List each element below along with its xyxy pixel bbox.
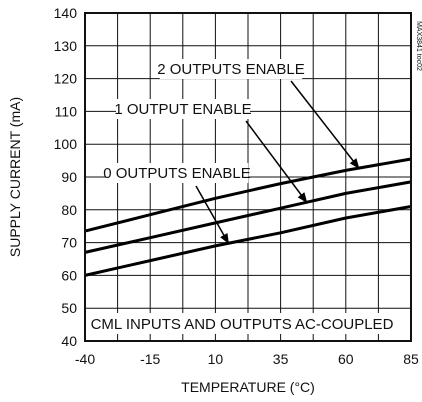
callout-leader — [290, 80, 360, 169]
callout-background — [105, 163, 249, 183]
series-label: 2 OUTPUTS ENABLE — [157, 61, 305, 78]
y-tick-label: 70 — [61, 235, 77, 251]
y-tick-label: 130 — [54, 38, 78, 54]
x-tick-label: 10 — [208, 351, 224, 367]
y-tick-label: 110 — [55, 103, 78, 119]
callout-background — [159, 59, 303, 79]
y-tick-label: 140 — [54, 5, 78, 21]
y-tick-label: 120 — [54, 71, 78, 87]
x-tick-label: 60 — [338, 351, 354, 367]
callouts: 2 OUTPUTS ENABLE 1 OUTPUT ENABLE 0 OUTPUTS… — [103, 59, 360, 245]
y-axis-label: SUPPLY CURRENT (mA) — [7, 97, 23, 257]
plot-frame — [84, 12, 412, 342]
callout-leader — [245, 120, 308, 204]
y-tick-labels: 40 50 60 70 80 90 100 110 120 130 140 — [54, 5, 78, 349]
x-tick-label: 35 — [273, 351, 289, 367]
y-tick-label: 50 — [61, 300, 77, 316]
figure-code: MAX3841 toc02 — [415, 21, 422, 71]
series-label: 0 OUTPUTS ENABLE — [103, 165, 251, 182]
series-label: 1 OUTPUT ENABLE — [114, 101, 251, 118]
y-tick-label: 100 — [54, 136, 78, 152]
series-line — [84, 205, 412, 277]
y-tick-label: 40 — [61, 333, 77, 349]
x-tick-labels: -40 -15 10 35 60 85 — [75, 351, 419, 367]
series-line — [84, 180, 412, 254]
x-tick-label: 85 — [403, 351, 419, 367]
callout-background — [116, 99, 250, 119]
x-tick-label: -40 — [75, 351, 95, 367]
y-tick-label: 80 — [61, 202, 77, 218]
y-tick-label: 90 — [61, 169, 77, 185]
annotation-text: CML INPUTS AND OUTPUTS AC-COUPLED — [91, 316, 394, 333]
x-tick-label: -15 — [140, 351, 160, 367]
callout-leader — [195, 185, 230, 245]
y-tick-label: 60 — [61, 267, 77, 283]
note-background — [96, 313, 388, 334]
x-axis-label: TEMPERATURE (°C) — [181, 379, 315, 395]
